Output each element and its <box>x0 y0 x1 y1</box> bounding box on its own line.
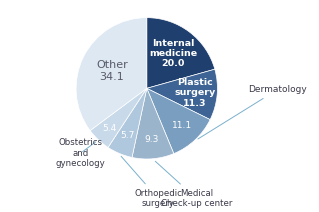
Text: Dermatology: Dermatology <box>198 85 307 139</box>
Text: Medical
Check-up center: Medical Check-up center <box>155 161 232 208</box>
Text: 5.7: 5.7 <box>120 131 134 140</box>
Wedge shape <box>147 88 210 154</box>
Wedge shape <box>147 18 215 88</box>
Text: Obstetrics
and
gynecology: Obstetrics and gynecology <box>56 138 105 168</box>
Text: Plastic
surgery
11.3: Plastic surgery 11.3 <box>174 78 215 108</box>
Wedge shape <box>108 88 147 158</box>
Text: Internal
medicine
20.0: Internal medicine 20.0 <box>149 39 197 68</box>
Wedge shape <box>132 88 174 159</box>
Text: Other
34.1: Other 34.1 <box>96 60 128 82</box>
Wedge shape <box>90 88 147 147</box>
Text: Orthopedic
surgery: Orthopedic surgery <box>121 156 182 208</box>
Text: 9.3: 9.3 <box>144 134 159 144</box>
Text: 5.4: 5.4 <box>102 124 116 133</box>
Text: 11.1: 11.1 <box>172 121 192 130</box>
Wedge shape <box>76 18 147 131</box>
Wedge shape <box>147 69 218 120</box>
